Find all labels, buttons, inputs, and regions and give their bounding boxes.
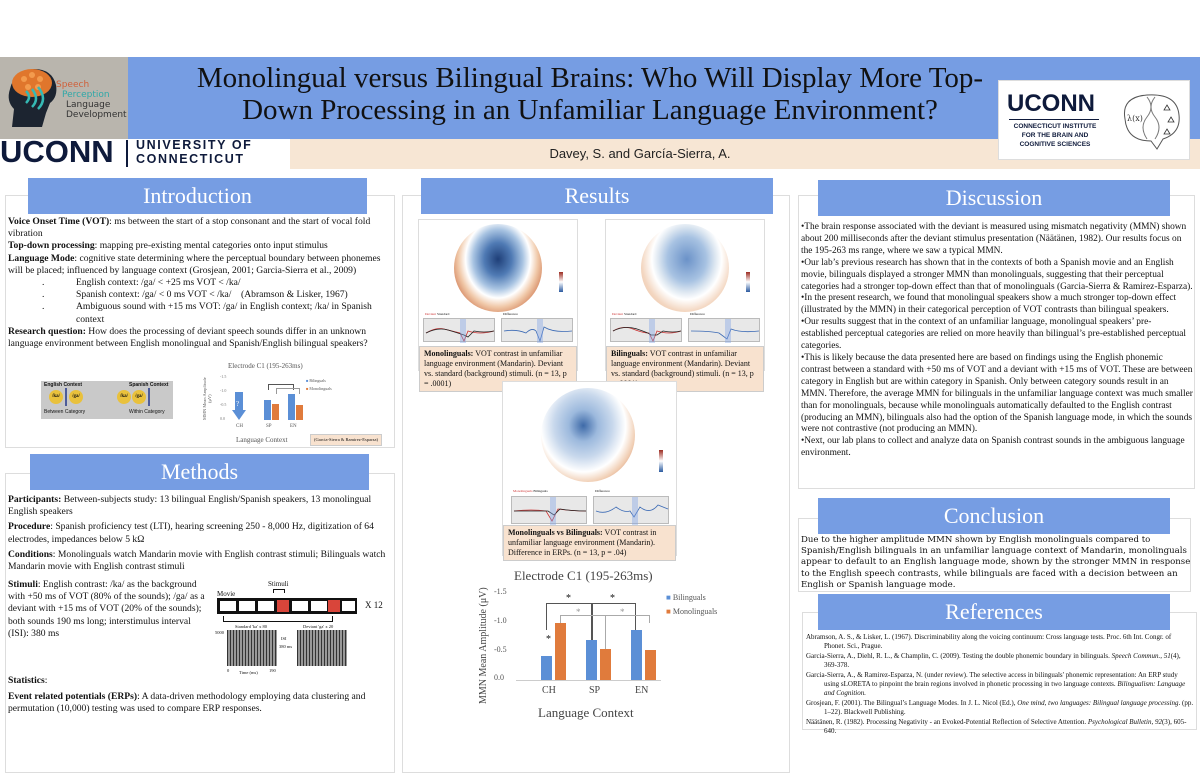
- erp-plot-deviant-standard: [423, 318, 495, 343]
- methods-body: Participants: Between-subjects study: 13…: [8, 494, 386, 573]
- chart-title: Electrode C1 (195-263ms): [514, 568, 653, 583]
- reference-item: Näätänen, R. (1982). Processing Negativi…: [806, 718, 1187, 735]
- stimuli-text: Stimuli: English contrast: /ka/ as the b…: [8, 579, 205, 639]
- reference-item: Garcia-Sierra, A., & Ramirez-Esparza, N.…: [806, 671, 1186, 697]
- film-strip: [217, 598, 357, 614]
- svg-text:λ(x): λ(x): [1127, 114, 1143, 123]
- uconn-divider: [126, 140, 128, 167]
- figure-caption-difference: Monolinguals vs Bilinguals: VOT contrast…: [503, 525, 676, 561]
- erp-plot-difference: [593, 496, 669, 525]
- conclusion-heading: Conclusion: [818, 498, 1170, 534]
- y-axis-label: MMN Mean Amplitude (μV): [478, 587, 489, 705]
- scalp-map: [541, 388, 635, 482]
- scalp-map: [454, 224, 542, 312]
- bar-en-monolinguals: [645, 650, 656, 680]
- category-diagram: English Context Spanish Context /ka/ /ga…: [41, 381, 173, 419]
- legend-bilinguals: ■ Bilinguals: [666, 593, 706, 602]
- institute-logo: UCONN CONNECTICUT INSTITUTE FOR THE BRAI…: [998, 80, 1190, 160]
- statistics-text: Statistics: Event related potentials (ER…: [8, 675, 366, 715]
- references-heading: References: [818, 594, 1170, 630]
- introduction-heading: Introduction: [28, 178, 367, 214]
- previous-results-chart: Electrode C1 (195-263ms) MMN Mean Amplit…: [200, 362, 395, 446]
- spectrogram-standard: [227, 630, 277, 666]
- colorbar: [659, 450, 663, 472]
- brain-head-icon: [8, 69, 57, 127]
- bar-sp-monolinguals: [600, 649, 611, 680]
- methods-heading: Methods: [30, 454, 369, 490]
- introduction-body: Voice Onset Time (VOT): ms between the s…: [8, 216, 381, 350]
- question-arrow-icon: [232, 392, 246, 420]
- bar-en-bilinguals: [631, 630, 642, 680]
- spectrogram-deviant: [297, 630, 347, 666]
- poster-title: Monolingual versus Bilingual Brains: Who…: [196, 62, 984, 126]
- colorbar: [559, 272, 563, 292]
- erp-plot-mono-bi: [511, 496, 587, 525]
- erp-plot-difference: [501, 318, 573, 343]
- topomap-bilinguals: Deviant Standard Difference Bilinguals: …: [605, 219, 765, 392]
- lab-logo-text: Speech Perception Language Development: [56, 80, 127, 120]
- results-heading: Results: [421, 178, 773, 214]
- reference-item: Garcia-Sierra, A., Diehl, R. L., & Champ…: [806, 652, 1181, 669]
- figure-caption-monolinguals: Monolinguals: VOT contrast in unfamiliar…: [419, 346, 577, 392]
- methods-panel: [5, 473, 395, 773]
- colorbar: [746, 272, 750, 292]
- references-panel: [802, 612, 1197, 730]
- discussion-body: •The brain response associated with the …: [801, 222, 1193, 459]
- erp-plot-deviant-standard: [610, 318, 682, 343]
- stimuli-figure: Stimuli Movie X 12 Standard 'ka' x 80 De…: [215, 580, 383, 675]
- scalp-map: [641, 224, 729, 312]
- uconn-subtitle: UNIVERSITY OF CONNECTICUT: [136, 138, 253, 166]
- topomap-difference: Monolinguals Bilinguals Difference Monol…: [502, 381, 677, 561]
- reference-item: Grosjean, F. (2001). The Bilingual’s Lan…: [806, 699, 1194, 716]
- citation-badge: (Garcia-Sierra & Ramirez-Esparza): [310, 434, 382, 446]
- x-axis-label: Language Context: [538, 705, 634, 720]
- mmn-bar-chart: Electrode C1 (195-263ms) MMN Mean Amplit…: [478, 568, 718, 720]
- bar-ch-bilinguals: [541, 656, 552, 680]
- lab-logo: Speech Perception Language Development: [0, 57, 128, 139]
- topomap-monolinguals: Deviant Standard Difference Monolinguals…: [418, 219, 578, 392]
- reference-item: Abramson, A. S., & Lisker, L. (1967). Di…: [806, 633, 1172, 650]
- legend-monolinguals: ■ Monolinguals: [666, 607, 718, 616]
- erp-plot-difference: [688, 318, 760, 343]
- conclusion-body: Due to the higher amplitude MMN shown by…: [801, 535, 1191, 590]
- poster-authors: Davey, S. and García-Sierra, A.: [549, 146, 731, 161]
- brain-dna-icon: λ(x): [1123, 94, 1180, 150]
- discussion-heading: Discussion: [818, 180, 1170, 216]
- bar-ch-monolinguals: [555, 623, 566, 680]
- bar-sp-bilinguals: [586, 640, 597, 680]
- uconn-wordmark: UCONN: [0, 134, 114, 169]
- references-list: Abramson, A. S., & Lisker, L. (1967). Di…: [804, 633, 1194, 737]
